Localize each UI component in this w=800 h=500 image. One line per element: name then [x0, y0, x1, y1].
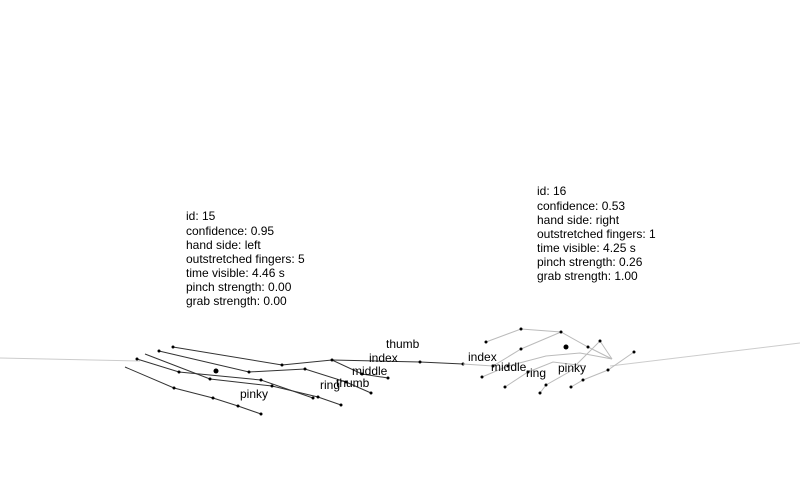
- right-hand: index middle ring pinky id: 16 confidenc…: [462, 184, 656, 395]
- right-hand-bones: [462, 328, 635, 394]
- right-hand-finger-2: [481, 352, 613, 378]
- left-hand: thumb index middle ring thumb pinky id: …: [124, 209, 465, 416]
- joint: [519, 347, 523, 351]
- joint: [632, 350, 636, 354]
- left-hand-id: id: 15: [186, 209, 216, 223]
- left-finger-label-ring: ring: [320, 378, 340, 392]
- joint: [330, 358, 334, 362]
- left-hand-pinch-strength: pinch strength: 0.00: [186, 280, 292, 294]
- right-hand-thumb-link: [462, 331, 562, 367]
- joint: [369, 391, 373, 395]
- right-hand-confidence: confidence: 0.53: [537, 199, 625, 213]
- right-hand-pinch-strength: pinch strength: 0.26: [537, 255, 643, 269]
- joint: [418, 360, 422, 364]
- joint: [247, 370, 251, 374]
- joint: [484, 340, 488, 344]
- joint: [157, 349, 161, 353]
- joint: [538, 391, 542, 395]
- joint: [544, 383, 548, 387]
- joint: [586, 345, 590, 349]
- left-finger-label-index: index: [369, 351, 398, 365]
- right-hand-finger-3: [504, 361, 587, 388]
- horizon-line-right: [609, 342, 800, 367]
- joint: [208, 377, 212, 381]
- right-finger-label-middle: middle: [491, 360, 527, 374]
- right-hand-info-panel: id: 16 confidence: 0.53 hand side: right…: [537, 184, 656, 283]
- right-finger-label-index: index: [468, 350, 497, 364]
- left-hand-finger-4: [136, 358, 314, 399]
- right-hand-id: id: 16: [537, 184, 567, 198]
- left-hand-outstretched-fingers: outstretched fingers: 5: [186, 252, 305, 266]
- left-hand-bones: [124, 346, 464, 415]
- right-hand-joints: [480, 327, 636, 395]
- left-hand-joints: [135, 345, 465, 416]
- joint: [135, 357, 139, 361]
- joint: [386, 376, 390, 380]
- left-hand-side: hand side: left: [186, 238, 261, 252]
- left-finger-label-thumb: thumb: [336, 376, 370, 390]
- right-hand-finger-1: [485, 328, 613, 360]
- joint: [270, 384, 274, 388]
- joint: [526, 370, 530, 374]
- right-hand-time-visible: time visible: 4.25 s: [537, 241, 636, 255]
- joint: [339, 403, 343, 407]
- joint: [316, 395, 320, 399]
- joint: [506, 364, 510, 368]
- joint: [311, 396, 315, 400]
- joint: [569, 385, 573, 389]
- right-hand-palm-center: [563, 344, 569, 350]
- joint: [503, 385, 507, 389]
- joint: [171, 345, 175, 349]
- joint: [280, 363, 284, 367]
- joint: [360, 372, 364, 376]
- left-finger-label-pinky: pinky: [240, 387, 268, 401]
- right-hand-finger-labels: index middle ring pinky: [468, 350, 586, 380]
- joint: [236, 404, 240, 408]
- right-finger-label-pinky: pinky: [558, 361, 586, 375]
- joint: [606, 368, 610, 372]
- joint: [559, 330, 563, 334]
- left-finger-label-middle: middle: [352, 364, 388, 378]
- joint: [598, 339, 602, 343]
- right-hand-side: hand side: right: [537, 213, 620, 227]
- joint: [177, 370, 181, 374]
- left-hand-grab-strength: grab strength: 0.00: [186, 294, 287, 308]
- joint: [519, 327, 523, 331]
- joint: [581, 378, 585, 382]
- joint: [211, 396, 215, 400]
- joint: [303, 367, 307, 371]
- right-hand-finger-4: [539, 340, 613, 394]
- right-hand-outstretched-fingers: outstretched fingers: 1: [537, 227, 656, 241]
- joint: [480, 375, 484, 379]
- joint: [259, 378, 263, 382]
- left-hand-time-visible: time visible: 4.46 s: [186, 266, 285, 280]
- left-hand-palm-center: [213, 368, 219, 374]
- joint: [259, 412, 263, 416]
- horizon-lines: [0, 342, 800, 367]
- left-finger-label-thumb-tip: thumb: [386, 337, 420, 351]
- joint: [491, 364, 495, 368]
- joint: [344, 380, 348, 384]
- right-finger-label-ring: ring: [526, 366, 546, 380]
- right-hand-finger-5: [570, 351, 635, 388]
- left-hand-finger-labels: thumb index middle ring thumb pinky: [240, 337, 420, 401]
- left-hand-confidence: confidence: 0.95: [186, 224, 274, 238]
- left-hand-info-panel: id: 15 confidence: 0.95 hand side: left …: [186, 209, 305, 308]
- horizon-line-left: [0, 357, 141, 362]
- right-hand-grab-strength: grab strength: 1.00: [537, 269, 638, 283]
- joint: [172, 386, 176, 390]
